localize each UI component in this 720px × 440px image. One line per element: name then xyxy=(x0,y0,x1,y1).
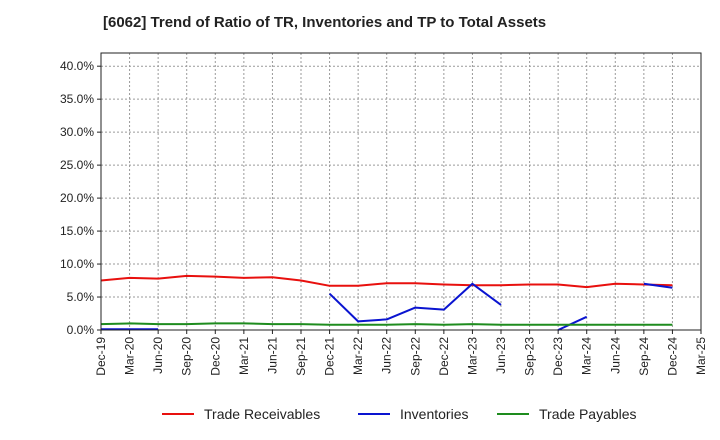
x-tick-label: Sep-24 xyxy=(637,337,651,376)
y-tick-label: 30.0% xyxy=(60,125,94,139)
x-tick-label: Jun-24 xyxy=(608,337,622,374)
y-tick-label: 5.0% xyxy=(67,290,95,304)
x-tick-label: Jun-21 xyxy=(265,337,279,374)
x-tick-label: Dec-22 xyxy=(437,337,451,376)
series-line-0 xyxy=(100,274,673,289)
x-tick-label: Mar-21 xyxy=(237,337,251,375)
x-tick-label: Sep-20 xyxy=(180,337,194,376)
y-tick-label: 25.0% xyxy=(60,158,94,172)
series-line-1 xyxy=(643,282,673,289)
x-tick-label: Dec-21 xyxy=(323,337,337,376)
y-tick-label: 20.0% xyxy=(60,191,94,205)
x-tick-label: Jun-22 xyxy=(380,337,394,374)
y-tick-label: 10.0% xyxy=(60,257,94,271)
legend-label-2: Trade Payables xyxy=(539,406,637,422)
grid-lines xyxy=(100,53,702,331)
legend-label-0: Trade Receivables xyxy=(204,406,320,422)
y-tick-label: 40.0% xyxy=(60,59,94,73)
series-line-2 xyxy=(100,322,673,326)
x-tick-label: Mar-25 xyxy=(694,337,708,375)
x-tick-label: Mar-22 xyxy=(351,337,365,375)
legend: Trade Receivables Inventories Trade Payabl… xyxy=(162,406,637,422)
series-lines xyxy=(100,274,673,331)
y-tick-label: 0.0% xyxy=(67,323,95,337)
legend-label-1: Inventories xyxy=(400,406,468,422)
x-tick-label: Dec-24 xyxy=(665,337,679,376)
x-tick-label: Dec-20 xyxy=(208,337,222,376)
y-axis-ticks: 0.0% 5.0% 10.0% 15.0% 20.0% 25.0% 30.0% 35.0% 40… xyxy=(60,59,101,337)
x-tick-label: Dec-23 xyxy=(551,337,565,376)
x-axis-ticks: Dec-19 Mar-20 Jun-20 Sep-20 Dec-20 Mar-21 Jun-… xyxy=(94,330,708,376)
series-line-1 xyxy=(328,282,502,323)
x-tick-label: Mar-20 xyxy=(123,337,137,375)
x-tick-label: Jun-23 xyxy=(494,337,508,374)
x-tick-label: Mar-23 xyxy=(465,337,479,375)
series-line-1 xyxy=(557,315,588,331)
x-tick-label: Sep-22 xyxy=(408,337,422,376)
y-tick-label: 35.0% xyxy=(60,92,94,106)
x-tick-label: Dec-19 xyxy=(94,337,108,376)
y-tick-label: 15.0% xyxy=(60,224,94,238)
chart-title: [6062] Trend of Ratio of TR, Inventories… xyxy=(103,14,547,31)
x-tick-label: Mar-24 xyxy=(580,337,594,375)
x-tick-label: Jun-20 xyxy=(151,337,165,374)
x-tick-label: Sep-21 xyxy=(294,337,308,376)
x-tick-label: Sep-23 xyxy=(523,337,537,376)
plot-frame xyxy=(100,52,702,331)
